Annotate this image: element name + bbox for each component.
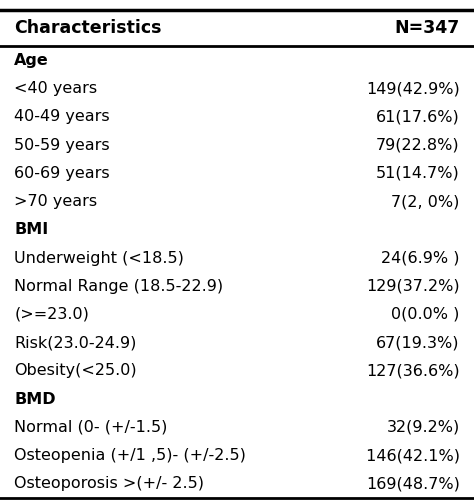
Text: 79(22.8%): 79(22.8%) [376,138,460,152]
Text: 0(0.0% ): 0(0.0% ) [392,307,460,322]
Text: Characteristics: Characteristics [14,19,162,37]
Text: 32(9.2%): 32(9.2%) [386,420,460,435]
Text: 7(2, 0%): 7(2, 0%) [392,194,460,209]
Text: 50-59 years: 50-59 years [14,138,110,152]
Text: 127(36.6%): 127(36.6%) [366,364,460,378]
Text: 169(48.7%): 169(48.7%) [366,476,460,491]
Text: Normal Range (18.5-22.9): Normal Range (18.5-22.9) [14,279,223,294]
Text: Age: Age [14,53,49,68]
Text: 51(14.7%): 51(14.7%) [376,166,460,181]
Text: Risk(23.0-24.9): Risk(23.0-24.9) [14,335,137,350]
Text: Osteoporosis >(+/- 2.5): Osteoporosis >(+/- 2.5) [14,476,204,491]
Text: 40-49 years: 40-49 years [14,109,110,124]
Text: 129(37.2%): 129(37.2%) [366,279,460,294]
Text: (>=23.0): (>=23.0) [14,307,89,322]
Text: BMD: BMD [14,392,56,406]
Text: 149(42.9%): 149(42.9%) [366,81,460,96]
Text: 67(19.3%): 67(19.3%) [376,335,460,350]
Text: Obesity(<25.0): Obesity(<25.0) [14,364,137,378]
Text: 60-69 years: 60-69 years [14,166,110,181]
Text: Underweight (<18.5): Underweight (<18.5) [14,250,184,266]
Text: >70 years: >70 years [14,194,97,209]
Text: N=347: N=347 [394,19,460,37]
Text: Osteopenia (+/1 ,5)- (+/-2.5): Osteopenia (+/1 ,5)- (+/-2.5) [14,448,246,463]
Text: 61(17.6%): 61(17.6%) [376,109,460,124]
Text: <40 years: <40 years [14,81,97,96]
Text: 24(6.9% ): 24(6.9% ) [381,250,460,266]
Text: BMI: BMI [14,222,48,237]
Text: 146(42.1%): 146(42.1%) [361,448,460,463]
Text: Normal (0- (+/-1.5): Normal (0- (+/-1.5) [14,420,168,435]
